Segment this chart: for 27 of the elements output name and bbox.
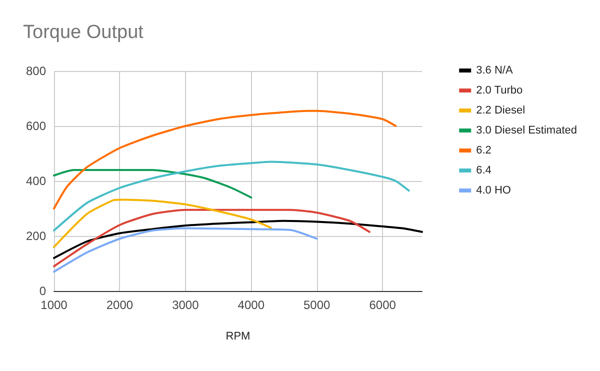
legend-label: 2.0 Turbo — [476, 84, 523, 96]
line-series — [53, 208, 370, 268]
x-tick-label: 4000 — [238, 298, 265, 312]
y-tick-label: 400 — [26, 174, 46, 188]
y-tick-label: 800 — [26, 64, 46, 78]
y-tick-label: 0 — [39, 284, 46, 298]
legend-label: 2.2 Diesel — [476, 104, 526, 116]
line-series — [53, 198, 272, 248]
legend-label: 3.6 N/A — [476, 64, 514, 76]
legend-label: 3.0 Diesel Estimated — [476, 124, 578, 136]
legend-label: 4.0 HO — [476, 184, 512, 196]
x-axis-title: RPM — [226, 330, 250, 342]
x-tick-label: 1000 — [40, 298, 68, 312]
chart-title: Torque Output — [23, 22, 144, 43]
y-tick-label: 200 — [26, 229, 46, 243]
line-series — [53, 110, 397, 210]
line-series — [53, 220, 423, 259]
x-tick-label: 6000 — [369, 298, 396, 312]
line-series — [53, 227, 318, 273]
line-series — [53, 160, 410, 232]
line-series — [53, 169, 252, 198]
legend-label: 6.2 — [476, 144, 492, 156]
legend-label: 6.4 — [476, 164, 492, 176]
y-tick-label: 600 — [26, 119, 46, 133]
x-tick-label: 5000 — [304, 298, 331, 312]
x-tick-label: 3000 — [172, 298, 200, 312]
x-tick-label: 2000 — [106, 298, 134, 312]
